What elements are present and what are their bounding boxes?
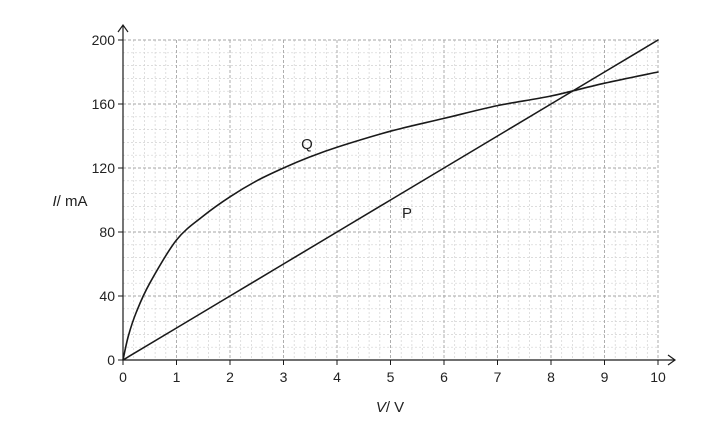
labels: P Q V/ V I/ mA [52, 136, 412, 416]
axes [117, 23, 677, 366]
y-tick-labels: 0 40 80 120 160 200 [92, 32, 123, 368]
y-tick-label: 80 [99, 224, 115, 240]
series-line-q [122, 71, 659, 361]
y-tick-label: 120 [92, 160, 116, 176]
y-tick-label: 0 [107, 352, 115, 368]
series-line-p [122, 39, 659, 361]
series-lines [122, 39, 659, 361]
x-tick-label: 4 [333, 369, 341, 385]
x-tick-label: 0 [119, 369, 127, 385]
x-tick-label: 3 [280, 369, 288, 385]
y-tick-label: 40 [99, 288, 115, 304]
x-tick-label: 10 [650, 369, 666, 385]
y-tick-label: 160 [92, 96, 116, 112]
x-tick-label: 1 [173, 369, 181, 385]
x-axis-label: V/ V [376, 399, 404, 416]
series-label-p: P [402, 205, 412, 222]
x-tick-label: 2 [226, 369, 234, 385]
x-tick-label: 6 [440, 369, 448, 385]
series-label-q: Q [301, 136, 313, 153]
grid-major [123, 39, 659, 360]
x-tick-label: 7 [494, 369, 502, 385]
x-tick-label: 9 [601, 369, 609, 385]
y-axis-label: I/ mA [52, 193, 87, 210]
y-axis-arrow [117, 23, 129, 33]
x-tick-label: 8 [547, 369, 555, 385]
y-tick-label: 200 [92, 32, 116, 48]
x-tick-label: 5 [387, 369, 395, 385]
x-tick-labels: 0 1 2 3 4 5 6 7 8 9 10 [119, 360, 666, 385]
x-axis-arrow [667, 354, 677, 366]
